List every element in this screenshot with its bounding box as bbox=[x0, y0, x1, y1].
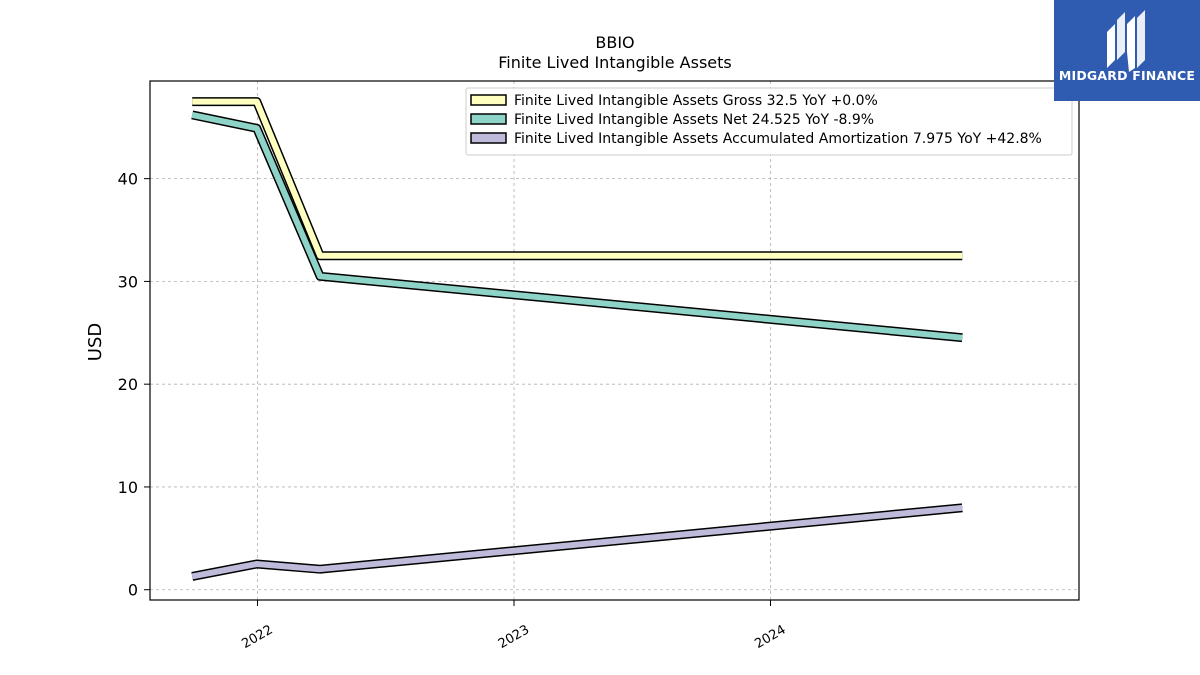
grid bbox=[150, 81, 1079, 600]
legend-box bbox=[465, 87, 1073, 156]
y-tick-label: 0 bbox=[128, 581, 138, 600]
legend-swatch-3 bbox=[470, 132, 507, 144]
chart-subtitle: Finite Lived Intangible Assets bbox=[498, 53, 731, 72]
legend-entry-1: Finite Lived Intangible Assets Gross 32.… bbox=[514, 93, 878, 109]
x-tick-label: 2024 bbox=[752, 622, 788, 652]
plot-area-frame bbox=[149, 80, 1080, 601]
x-tick-label: 2022 bbox=[239, 622, 275, 652]
x-tick-label: 2023 bbox=[496, 622, 532, 652]
y-ticks: 0 10 20 30 40 bbox=[118, 170, 150, 600]
y-tick-label: 30 bbox=[118, 272, 138, 291]
legend-swatch-2 bbox=[470, 113, 507, 125]
series-line-2 bbox=[191, 111, 963, 341]
y-tick-label: 10 bbox=[118, 478, 138, 497]
series-line-1 bbox=[192, 98, 963, 259]
chart-title: BBIO bbox=[595, 33, 634, 52]
x-ticks: 2022 2023 2024 bbox=[239, 600, 789, 652]
y-tick-label: 20 bbox=[118, 375, 138, 394]
legend: Finite Lived Intangible Assets Gross 32.… bbox=[465, 87, 1073, 156]
y-tick-label: 40 bbox=[118, 170, 138, 189]
legend-entry-3: Finite Lived Intangible Assets Accumulat… bbox=[514, 131, 1042, 147]
legend-entry-2: Finite Lived Intangible Assets Net 24.52… bbox=[514, 112, 874, 128]
legend-swatch-1 bbox=[470, 94, 507, 106]
midgard-m-icon bbox=[1107, 10, 1145, 72]
midgard-finance-logo: MIDGARD FINANCE bbox=[1054, 0, 1200, 101]
series-lines bbox=[191, 97, 963, 581]
logo-text: MIDGARD FINANCE bbox=[1058, 68, 1196, 83]
series-line-3 bbox=[191, 504, 963, 580]
y-axis-label: USD bbox=[85, 323, 106, 361]
